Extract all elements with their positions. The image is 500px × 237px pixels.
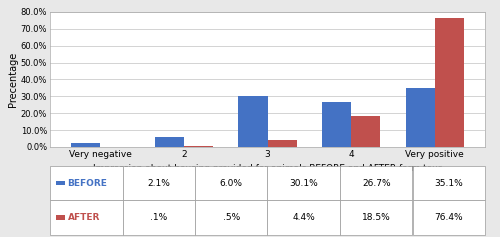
Text: 76.4%: 76.4% <box>434 213 463 222</box>
Text: AFTER: AFTER <box>68 213 100 222</box>
Bar <box>322 102 351 147</box>
Text: .5%: .5% <box>222 213 240 222</box>
Bar <box>435 18 464 147</box>
X-axis label: Impression about housing provided for animals BEFORE and AFTER farm tour: Impression about housing provided for an… <box>93 164 442 173</box>
Y-axis label: Precentage: Precentage <box>8 52 18 107</box>
Text: 2.1%: 2.1% <box>148 179 170 187</box>
Bar <box>184 146 213 147</box>
Text: 18.5%: 18.5% <box>362 213 390 222</box>
Text: .1%: .1% <box>150 213 168 222</box>
Bar <box>406 88 435 147</box>
Text: 6.0%: 6.0% <box>220 179 242 187</box>
Bar <box>268 140 297 147</box>
Text: 4.4%: 4.4% <box>292 213 315 222</box>
Text: 35.1%: 35.1% <box>434 179 463 187</box>
Bar <box>238 96 268 147</box>
Text: 30.1%: 30.1% <box>290 179 318 187</box>
Text: 26.7%: 26.7% <box>362 179 390 187</box>
Bar <box>351 116 380 147</box>
Bar <box>154 137 184 147</box>
Text: BEFORE: BEFORE <box>68 179 108 187</box>
Bar <box>71 143 100 147</box>
